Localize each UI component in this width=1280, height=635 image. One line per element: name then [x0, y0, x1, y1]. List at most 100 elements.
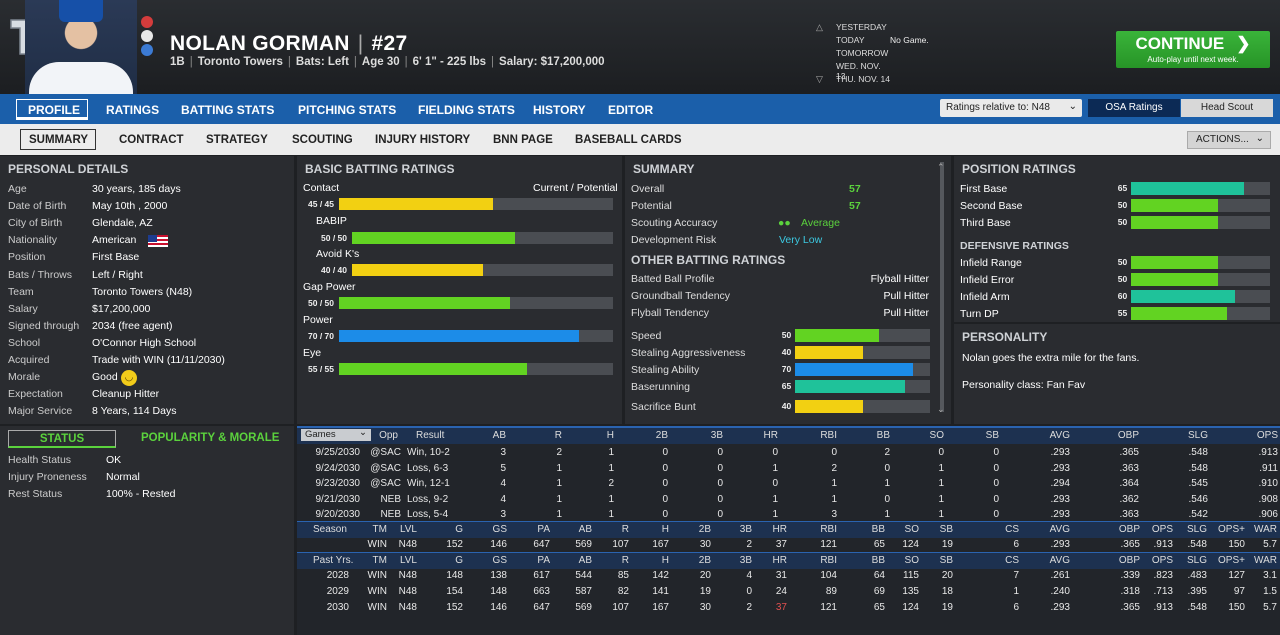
- column-header[interactable]: H: [661, 555, 669, 566]
- stat-cell: .293: [1050, 539, 1070, 550]
- column-header[interactable]: GS: [492, 524, 507, 535]
- column-header[interactable]: Opp: [379, 430, 398, 441]
- subtab-baseball-cards[interactable]: BASEBALL CARDS: [575, 134, 682, 146]
- stat-cell: 121: [820, 602, 837, 613]
- games-select[interactable]: Games ⌄: [301, 427, 371, 441]
- column-header[interactable]: PA: [537, 524, 550, 535]
- column-header[interactable]: 2B: [655, 430, 668, 441]
- column-header[interactable]: SLG: [1186, 524, 1207, 535]
- head-scout-toggle[interactable]: Head Scout: [1181, 99, 1273, 117]
- column-header[interactable]: RBI: [820, 430, 837, 441]
- subtab-summary[interactable]: SUMMARY: [29, 134, 88, 146]
- column-header[interactable]: WAR: [1254, 524, 1277, 535]
- tab-editor[interactable]: EDITOR: [608, 103, 654, 117]
- column-header[interactable]: OPS+: [1218, 555, 1245, 566]
- osa-ratings-toggle[interactable]: OSA Ratings: [1088, 99, 1180, 117]
- column-header[interactable]: LVL: [399, 524, 417, 535]
- column-header[interactable]: SO: [904, 524, 919, 535]
- schedule-item[interactable]: TOMORROW: [836, 48, 889, 58]
- column-header[interactable]: G: [455, 555, 463, 566]
- tab-batting-stats[interactable]: BATTING STATS: [181, 103, 275, 117]
- column-header[interactable]: OBP: [1118, 555, 1140, 566]
- tab-profile[interactable]: PROFILE: [28, 103, 81, 117]
- column-header[interactable]: LVL: [399, 555, 417, 566]
- column-header[interactable]: OPS: [1256, 430, 1278, 441]
- schedule-item[interactable]: TODAY No Game.: [836, 35, 929, 45]
- subtab-strategy[interactable]: STRATEGY: [206, 134, 268, 146]
- column-header[interactable]: AVG: [1049, 430, 1070, 441]
- column-header[interactable]: 3B: [739, 524, 752, 535]
- schedule-item[interactable]: WED. NOV. 13: [836, 61, 881, 81]
- continue-button[interactable]: CONTINUE ❯ Auto-play until next week.: [1116, 31, 1270, 68]
- column-header[interactable]: RBI: [820, 555, 837, 566]
- column-header[interactable]: RBI: [820, 524, 837, 535]
- column-header[interactable]: HR: [772, 555, 787, 566]
- column-header[interactable]: HR: [763, 430, 778, 441]
- column-header[interactable]: SO: [904, 555, 919, 566]
- position-ratings-panel: POSITION RATINGS First Base 65 Second Base…: [954, 156, 1280, 322]
- column-header[interactable]: SO: [929, 430, 944, 441]
- defense-name: Turn DP: [960, 308, 999, 320]
- column-header[interactable]: H: [606, 430, 614, 441]
- column-header[interactable]: TM: [372, 555, 387, 566]
- column-header[interactable]: BB: [871, 555, 885, 566]
- scouting-accuracy-label: Scouting Accuracy: [631, 217, 718, 229]
- column-header[interactable]: SLG: [1186, 555, 1207, 566]
- column-header[interactable]: H: [661, 524, 669, 535]
- tab-pitching-stats[interactable]: PITCHING STATS: [298, 103, 397, 117]
- game-cell: .910: [1258, 478, 1278, 490]
- column-header[interactable]: OPS: [1151, 555, 1173, 566]
- column-header[interactable]: R: [554, 430, 562, 441]
- column-header[interactable]: SB: [939, 524, 953, 535]
- column-header[interactable]: Past Yrs.: [313, 555, 354, 566]
- column-header[interactable]: SB: [985, 430, 999, 441]
- subtab-bnn-page[interactable]: BNN PAGE: [493, 134, 553, 146]
- scroll-up-icon[interactable]: ⌃: [937, 162, 945, 172]
- tab-ratings[interactable]: RATINGS: [106, 103, 160, 117]
- column-header[interactable]: HR: [772, 524, 787, 535]
- column-header[interactable]: 2B: [698, 555, 711, 566]
- subtab-injury-history[interactable]: INJURY HISTORY: [375, 134, 471, 146]
- column-header[interactable]: BB: [876, 430, 890, 441]
- column-header[interactable]: AB: [578, 555, 592, 566]
- column-header[interactable]: AB: [578, 524, 592, 535]
- column-header[interactable]: GS: [492, 555, 507, 566]
- column-header[interactable]: CS: [1005, 555, 1019, 566]
- schedule-down-icon[interactable]: ▽: [816, 74, 823, 84]
- column-header[interactable]: OBP: [1118, 524, 1140, 535]
- column-header[interactable]: AVG: [1049, 524, 1070, 535]
- column-header[interactable]: BB: [871, 524, 885, 535]
- column-header[interactable]: OPS: [1151, 524, 1173, 535]
- schedule-item[interactable]: YESTERDAY: [836, 22, 887, 32]
- column-header[interactable]: Season: [313, 524, 347, 535]
- actions-button[interactable]: ACTIONS... ⌄: [1187, 131, 1271, 149]
- column-header[interactable]: R: [621, 524, 629, 535]
- column-header[interactable]: AB: [492, 430, 506, 441]
- scroll-down-icon[interactable]: ⌄: [937, 404, 945, 414]
- column-header[interactable]: WAR: [1254, 555, 1277, 566]
- column-header[interactable]: SLG: [1187, 430, 1208, 441]
- column-header[interactable]: 3B: [710, 430, 723, 441]
- schedule-up-icon[interactable]: △: [816, 22, 823, 32]
- subtab-scouting[interactable]: SCOUTING: [292, 134, 353, 146]
- ratings-relative-select[interactable]: Ratings relative to: N48 ⌄: [940, 99, 1082, 117]
- column-header[interactable]: 3B: [739, 555, 752, 566]
- column-header[interactable]: TM: [372, 524, 387, 535]
- column-header[interactable]: AVG: [1049, 555, 1070, 566]
- schedule-item[interactable]: THU. NOV. 14: [836, 74, 891, 84]
- subtab-contract[interactable]: CONTRACT: [119, 134, 184, 146]
- summary-scrollbar[interactable]: [940, 162, 944, 412]
- column-header[interactable]: CS: [1005, 524, 1019, 535]
- column-header[interactable]: OPS+: [1218, 524, 1245, 535]
- tab-history[interactable]: HISTORY: [533, 103, 586, 117]
- column-header[interactable]: OBP: [1117, 430, 1139, 441]
- tab-fielding-stats[interactable]: FIELDING STATS: [418, 103, 515, 117]
- tab-popularity-morale[interactable]: POPULARITY & MORALE: [141, 432, 280, 444]
- column-header[interactable]: Result: [416, 430, 445, 441]
- column-header[interactable]: G: [455, 524, 463, 535]
- column-header[interactable]: 2B: [698, 524, 711, 535]
- tab-status[interactable]: STATUS: [8, 430, 116, 448]
- column-header[interactable]: PA: [537, 555, 550, 566]
- column-header[interactable]: R: [621, 555, 629, 566]
- column-header[interactable]: SB: [939, 555, 953, 566]
